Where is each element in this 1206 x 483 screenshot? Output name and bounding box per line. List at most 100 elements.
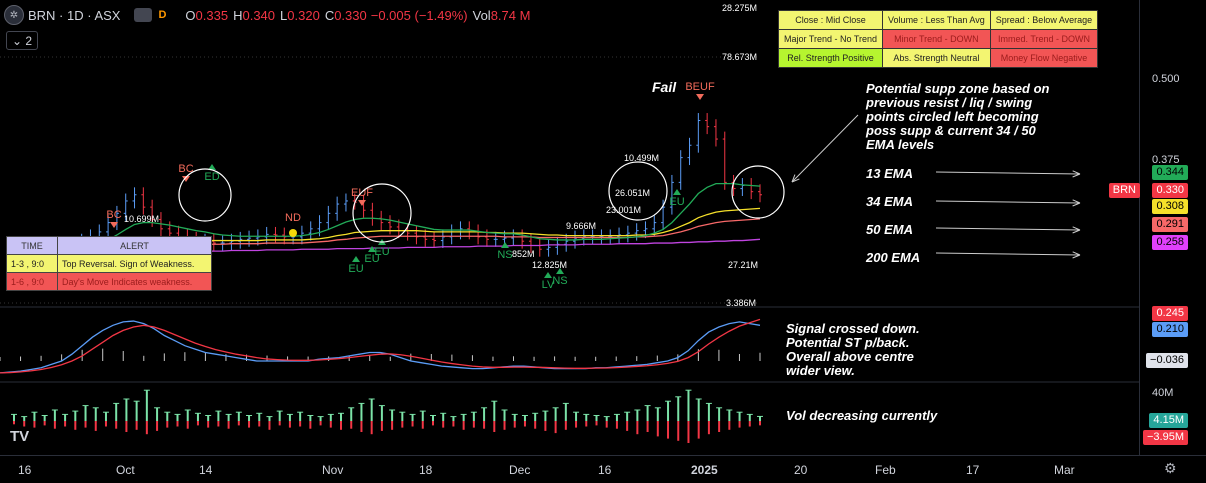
signal-up-arrow-icon bbox=[352, 256, 360, 262]
signal-down-arrow-icon bbox=[182, 176, 190, 182]
price-badge: 0.344 bbox=[1152, 165, 1188, 180]
alert-cell: Top Reversal. Sign of Weakness. bbox=[57, 254, 212, 273]
volume-badge: 4.15M bbox=[1149, 413, 1188, 428]
volume-label: Vol bbox=[472, 7, 491, 23]
status-cell: Money Flow Negative bbox=[989, 48, 1099, 68]
signal-down-arrow-icon bbox=[696, 94, 704, 100]
price-badge: 0.308 bbox=[1152, 199, 1188, 214]
price-badge: 0.330 bbox=[1152, 183, 1188, 198]
low-label: L bbox=[280, 7, 288, 23]
note-line: wider view. bbox=[786, 363, 855, 378]
annotation-arrow bbox=[935, 200, 1081, 204]
note-line: Potential ST p/back. bbox=[786, 335, 910, 350]
fail-label: Fail bbox=[652, 79, 677, 95]
note-line: Overall above centre bbox=[786, 349, 914, 364]
alert-cell: 1-6 , 9:0 bbox=[6, 272, 58, 291]
annotation-arrow bbox=[935, 171, 1081, 175]
signal-down-arrow-icon bbox=[110, 222, 118, 228]
time-axis[interactable]: 16 Oct 14 Nov 18 Dec 16 2025 20 Feb 17 Mar bbox=[0, 455, 1206, 483]
signal-label: EU bbox=[374, 246, 389, 258]
price-label: 28.275M bbox=[722, 3, 757, 13]
macd-badge: 0.210 bbox=[1152, 322, 1188, 337]
price-label: 10.499M bbox=[624, 153, 659, 163]
price-scale[interactable]: 0.500 0.375 0.344 0.330 0.308 0.291 0.258 0.2… bbox=[1139, 0, 1206, 455]
alert-cell: Day's Move Indicates weakness. bbox=[57, 272, 212, 291]
time-axis-label: Dec bbox=[509, 463, 531, 477]
status-cell: Minor Trend - DOWN bbox=[882, 29, 991, 49]
signal-up-arrow-icon bbox=[544, 272, 552, 278]
status-table: Close : Mid Close Volume : Less Than Avg S… bbox=[777, 10, 1099, 68]
close-value: 0.330 bbox=[334, 7, 367, 23]
time-axis-label: 14 bbox=[199, 463, 213, 477]
arrow-head-icon bbox=[1072, 199, 1081, 207]
note-line: points circled left becoming bbox=[866, 109, 1039, 124]
signal-dot-icon bbox=[289, 229, 297, 237]
status-cell: Abs. Strength Neutral bbox=[882, 48, 991, 68]
signal-label: NS bbox=[552, 275, 567, 287]
price-label: 26.051M bbox=[615, 188, 650, 198]
signal-up-arrow-icon bbox=[501, 242, 509, 248]
time-axis-label: 18 bbox=[419, 463, 433, 477]
market-status-icon bbox=[134, 8, 153, 22]
status-cell: Rel. Strength Positive bbox=[777, 48, 884, 68]
open-value: 0.335 bbox=[195, 7, 229, 23]
signal-up-arrow-icon bbox=[673, 189, 681, 195]
status-cell: Major Trend - No Trend bbox=[777, 29, 884, 49]
signal-label: ED bbox=[204, 171, 219, 183]
signal-label: LV bbox=[542, 279, 555, 291]
price-label: 3.386M bbox=[726, 298, 756, 308]
price-badge: 0.258 bbox=[1152, 235, 1188, 250]
annotation-arrow bbox=[935, 252, 1081, 256]
ema13-label: 13 EMA bbox=[866, 166, 913, 181]
change-value: −0.005 (−1.49%) bbox=[370, 7, 468, 23]
signal-label: NS bbox=[497, 249, 512, 261]
note-line: Potential supp zone based on bbox=[866, 81, 1050, 96]
macd-badge: −0.036 bbox=[1146, 353, 1188, 368]
ema200-label: 200 EMA bbox=[866, 250, 921, 265]
macd-pane bbox=[0, 318, 761, 374]
highlight-circle bbox=[731, 165, 785, 219]
status-cell: Immed. Trend - DOWN bbox=[989, 29, 1099, 49]
alert-header: TIME bbox=[6, 236, 58, 255]
signal-up-arrow-icon bbox=[208, 164, 216, 170]
signal-up-arrow-icon bbox=[368, 246, 376, 252]
arrow-head-icon bbox=[1072, 251, 1081, 259]
tradingview-logo-icon[interactable]: TV bbox=[10, 428, 30, 445]
highlight-circle bbox=[352, 183, 412, 243]
volume-pane bbox=[11, 389, 763, 443]
indicators-collapse-button[interactable]: ⌄ 2 bbox=[6, 31, 38, 50]
volume-value: 8.74 M bbox=[490, 7, 531, 23]
status-cell: Spread : Below Average bbox=[989, 10, 1099, 30]
macd-note: Signal crossed down. Potential ST p/back.… bbox=[786, 322, 920, 378]
highlight-circles bbox=[178, 161, 785, 243]
signal-down-arrow-icon bbox=[358, 200, 366, 206]
signal-label: EU bbox=[669, 196, 684, 208]
ema13-line bbox=[20, 182, 761, 259]
signal-label: ND bbox=[285, 212, 301, 224]
symbol-title[interactable]: BRN · 1D · ASX bbox=[28, 7, 121, 23]
volume-badge: −3.95M bbox=[1143, 430, 1188, 445]
signal-label: BEUF bbox=[685, 81, 715, 93]
time-axis-label: 16 bbox=[18, 463, 32, 477]
price-badge: 0.291 bbox=[1152, 217, 1188, 232]
arrow-head-icon bbox=[791, 174, 800, 183]
alert-table: TIME ALERT 1-3 , 9:0 Top Reversal. Sign of … bbox=[6, 236, 212, 291]
arrow-head-icon bbox=[1072, 226, 1081, 234]
delayed-badge: D bbox=[158, 9, 167, 21]
status-cell: Close : Mid Close bbox=[777, 10, 884, 30]
chart-header: ✲ BRN · 1D · ASX D O 0.335 H 0.340 L 0.320 … bbox=[0, 0, 760, 30]
time-axis-label: Oct bbox=[116, 463, 135, 477]
time-axis-label: Feb bbox=[875, 463, 896, 477]
settings-gear-icon[interactable]: ⚙ bbox=[1164, 460, 1177, 476]
price-label: 9.666M bbox=[566, 221, 596, 231]
price-label: 27.21M bbox=[728, 260, 758, 270]
price-label: 78.673M bbox=[722, 52, 757, 62]
annotation-arrows bbox=[791, 114, 1081, 259]
note-line: previous resist / liq / swing bbox=[866, 95, 1033, 110]
highlight-circle bbox=[178, 168, 232, 222]
price-tick: 0.375 bbox=[1152, 154, 1180, 166]
signal-label: EU bbox=[364, 253, 379, 265]
time-axis-label: Nov bbox=[322, 463, 344, 477]
arrow-head-icon bbox=[1072, 170, 1081, 178]
signal-line bbox=[0, 318, 761, 374]
